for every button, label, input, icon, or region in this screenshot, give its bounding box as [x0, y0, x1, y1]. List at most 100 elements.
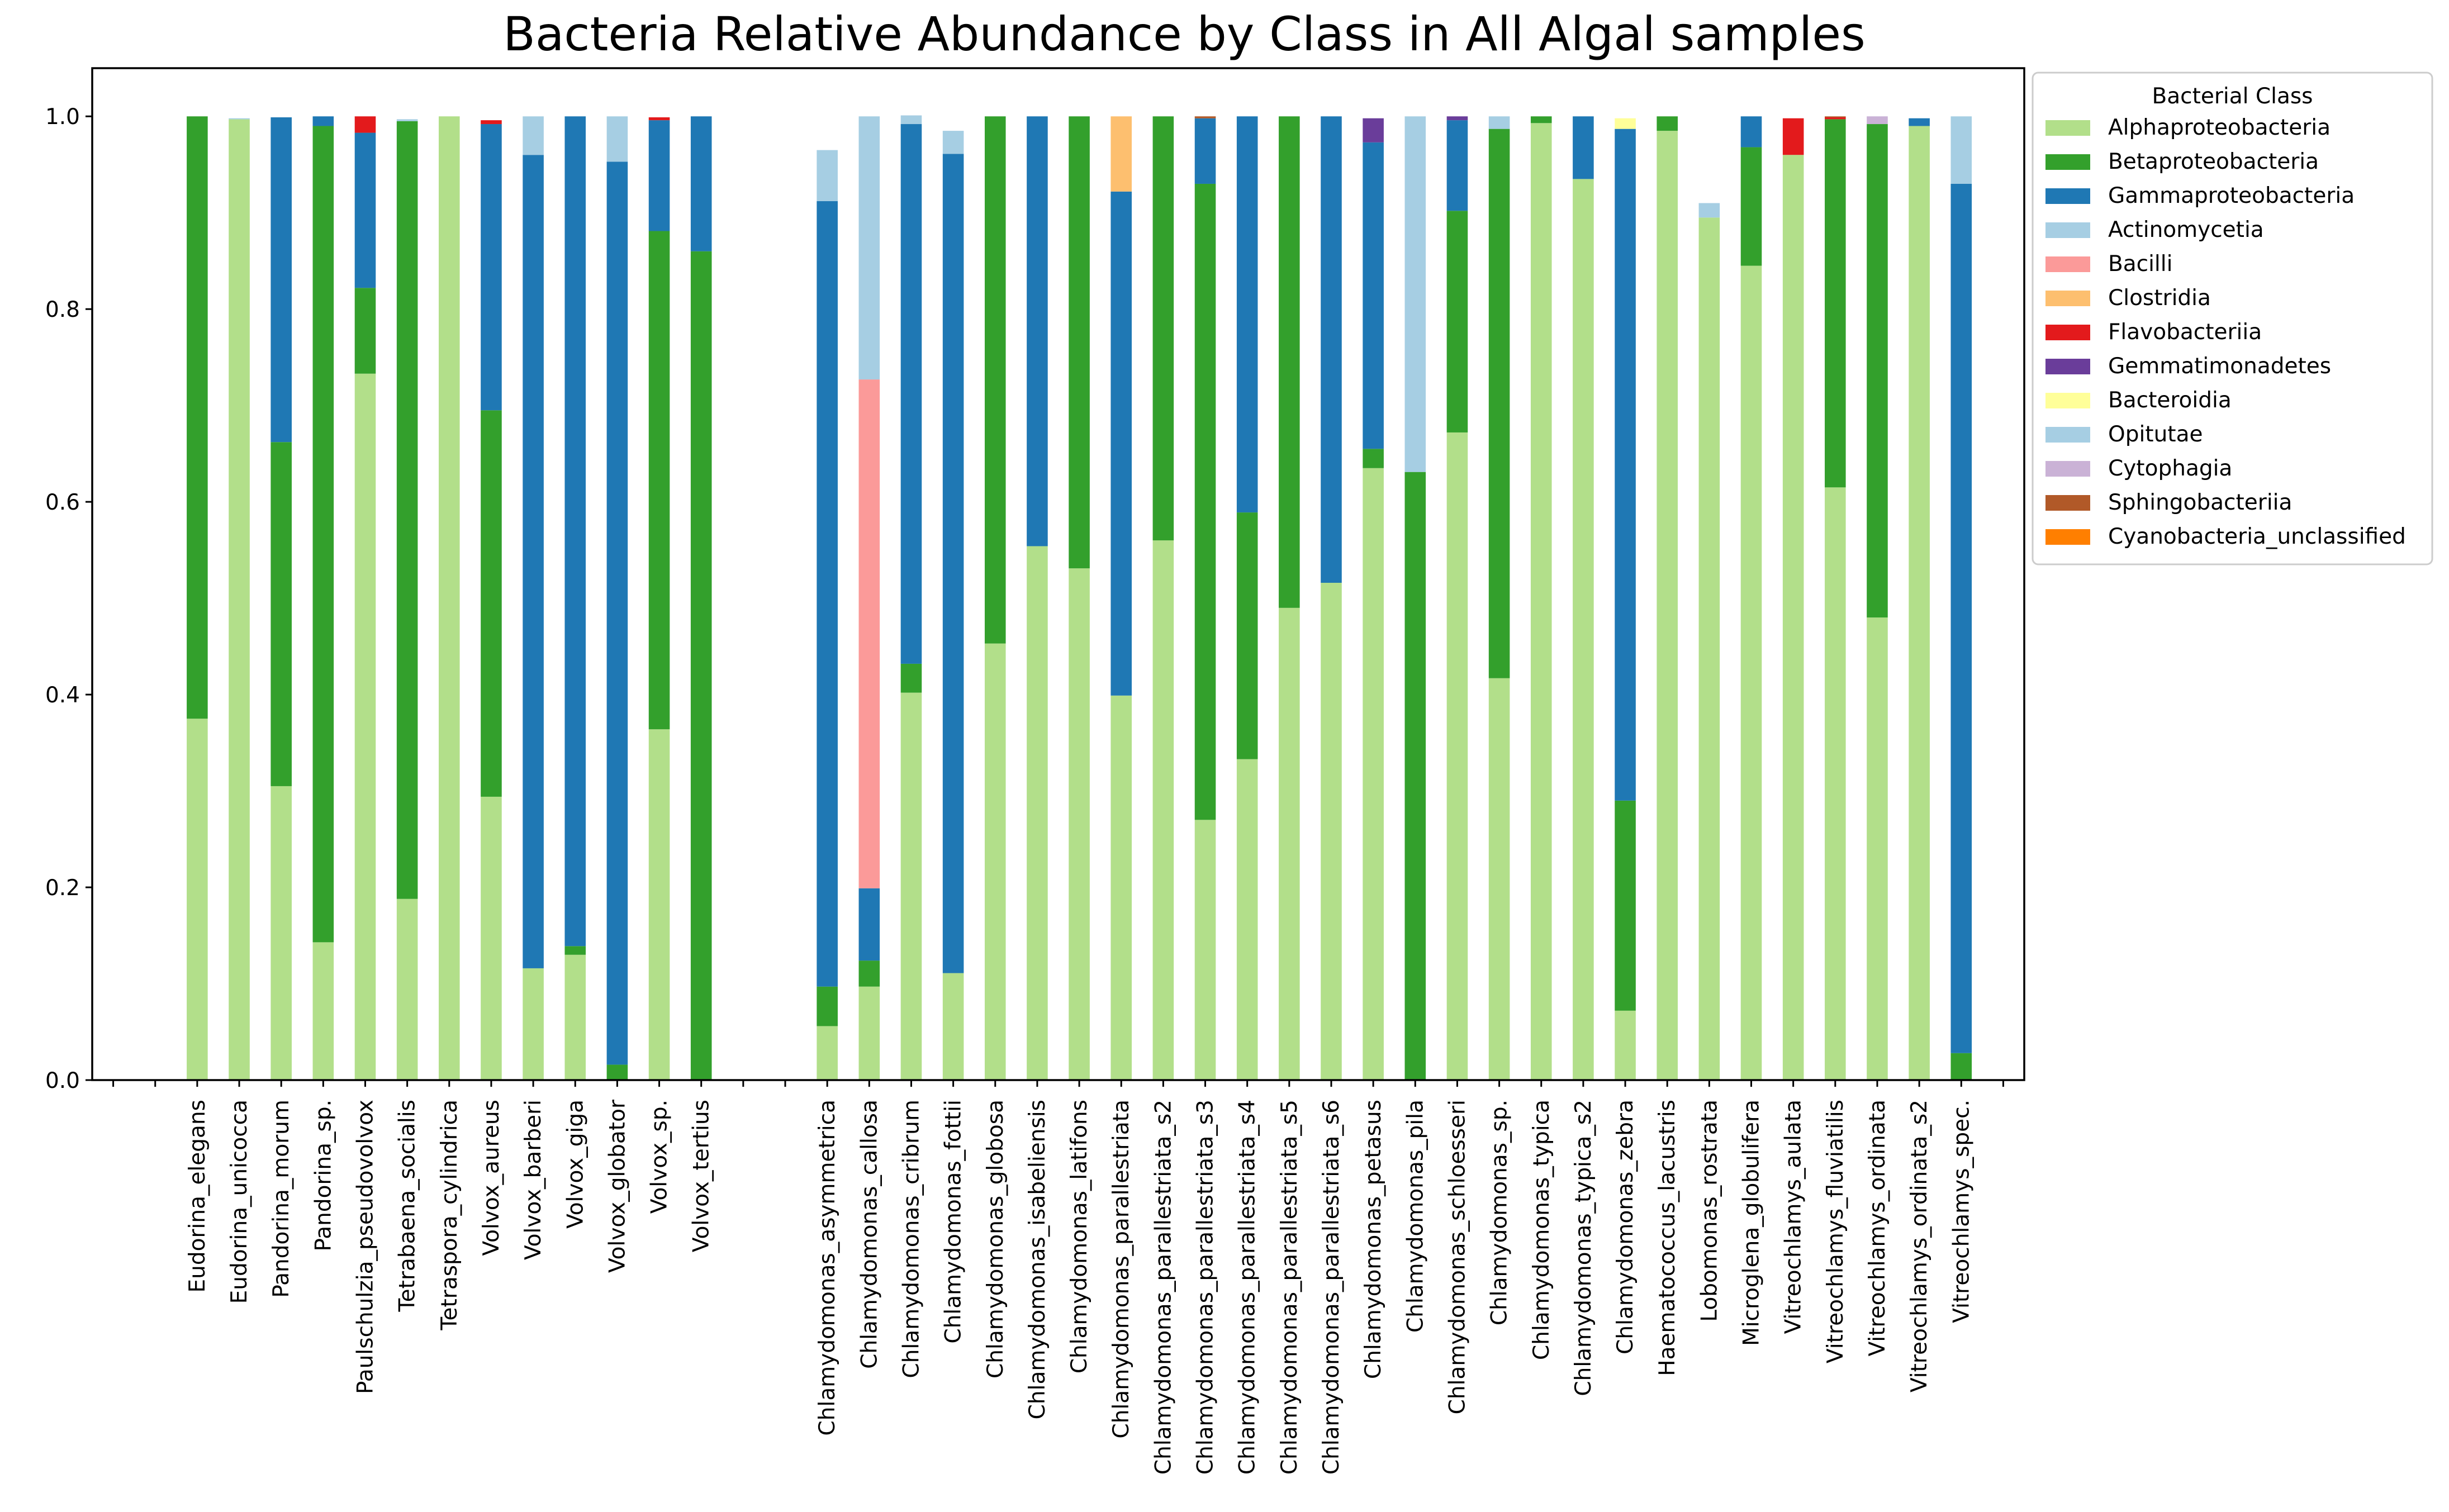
bar-stack	[1363, 118, 1384, 1080]
bar-stack	[1530, 116, 1552, 1080]
bar-stack	[648, 117, 670, 1080]
bar-segment	[817, 986, 838, 1026]
bar-segment	[1236, 512, 1258, 759]
bar-segment	[606, 1064, 628, 1080]
bar-segment	[1110, 695, 1132, 1080]
x-category-label: Chlamydomonas_petasus	[1361, 1100, 1386, 1379]
bar-segment	[858, 986, 880, 1080]
x-category-label: Vitreochlamys_ordinata_s2	[1907, 1100, 1932, 1392]
bar-segment	[1615, 800, 1636, 1011]
legend-entry-label: Actinomycetia	[2108, 217, 2264, 243]
legend-swatch	[2045, 188, 2090, 204]
legend-swatch	[2045, 120, 2090, 136]
bar-segment	[270, 786, 292, 1080]
bar-segment	[439, 116, 460, 1081]
x-category-label: Chlamydomonas_parallestriata_s2	[1151, 1100, 1176, 1475]
legend-swatch	[2045, 359, 2090, 374]
bar-segment	[1027, 116, 1048, 546]
bar-segment	[858, 961, 880, 987]
legend-entry-label: Sphingobacteriia	[2108, 490, 2292, 515]
bar-stack	[817, 150, 838, 1080]
legend-entry-label: Gammaproteobacteria	[2108, 183, 2355, 208]
x-category-label: Volvox_giga	[563, 1100, 588, 1229]
bar-segment	[1404, 116, 1426, 472]
bar-stack	[1657, 116, 1678, 1081]
bar-segment	[690, 116, 712, 251]
bar-segment	[1152, 116, 1174, 541]
bar-segment	[1740, 265, 1762, 1081]
bar-segment	[1909, 118, 1930, 126]
bar-stack	[1615, 118, 1636, 1080]
bar-stack	[396, 119, 418, 1080]
bar-segment	[1194, 118, 1216, 184]
bar-segment	[1530, 123, 1552, 1080]
bar-segment	[354, 132, 376, 288]
bar-segment	[1867, 617, 1888, 1080]
bar-segment	[648, 117, 670, 121]
legend: Bacterial Class Alphaproteobacteria Betap…	[2032, 72, 2433, 565]
bar-segment	[564, 116, 586, 947]
bar-segment	[312, 116, 334, 126]
legend-entry-label: Alphaproteobacteria	[2108, 115, 2331, 140]
bar-segment	[1573, 179, 1594, 1081]
bar-segment	[942, 973, 964, 1080]
x-category-label: Vitreochlamys_ordinata	[1865, 1100, 1890, 1356]
bar-stack	[1950, 116, 1972, 1080]
y-tick-label: 0.4	[45, 683, 80, 708]
bar-segment	[1446, 116, 1468, 121]
x-category-label: Chlamydomonas_latifons	[1067, 1100, 1092, 1373]
bar-segment	[481, 410, 502, 797]
legend-entry-label: Bacteroidia	[2108, 388, 2232, 413]
bar-segment	[1446, 211, 1468, 432]
bar-stack	[1236, 116, 1258, 1080]
legend-entry-label: Cytophagia	[2108, 456, 2232, 481]
legend-frame	[2032, 72, 2433, 565]
bar-segment	[648, 231, 670, 730]
y-tick-label: 0.2	[45, 876, 80, 901]
bar-stack	[523, 116, 544, 1080]
bar-segment	[1321, 583, 1342, 1080]
bar-segment	[1867, 116, 1888, 125]
bar-segment	[1782, 118, 1804, 155]
bar-segment	[1069, 568, 1090, 1080]
bar-segment	[1950, 1053, 1972, 1080]
bar-stack	[1740, 116, 1762, 1081]
bar-segment	[648, 120, 670, 231]
bar-segment	[690, 251, 712, 1081]
bar-stack	[229, 118, 250, 1080]
x-category-label: Tetraspora_cylindrica	[437, 1100, 462, 1331]
x-category-label: Eudorina_elegans	[185, 1100, 210, 1292]
bar-segment	[564, 946, 586, 955]
bar-segment	[1446, 120, 1468, 211]
bar-segment	[817, 201, 838, 987]
bar-stack	[690, 116, 712, 1081]
bar-stack	[1867, 116, 1888, 1080]
bar-stack	[1027, 116, 1048, 1080]
x-category-label: Vitreochlamys_spec.	[1949, 1100, 1974, 1323]
bar-segment	[312, 126, 334, 943]
bar-segment	[942, 131, 964, 154]
bar-segment	[1236, 116, 1258, 513]
bar-segment	[984, 116, 1006, 644]
x-category-label: Chlamydomonas_typica	[1529, 1100, 1554, 1360]
bar-segment	[523, 155, 544, 968]
bar-stack	[1110, 116, 1132, 1080]
legend-entry-label: Clostridia	[2108, 286, 2211, 311]
bar-stack	[606, 116, 628, 1080]
bar-segment	[1488, 116, 1510, 129]
legend-entry-label: Cyanobacteria_unclassified	[2108, 524, 2406, 549]
bar-segment	[606, 116, 628, 162]
plot-area-frame	[91, 67, 2025, 1081]
bar-segment	[270, 117, 292, 443]
bar-segment	[1698, 217, 1720, 1081]
bar-segment	[1404, 472, 1426, 1081]
legend-entry-label: Bacilli	[2108, 251, 2172, 277]
legend-swatch	[2045, 325, 2090, 340]
legend-swatch	[2045, 495, 2090, 511]
x-category-label: Chlamydomonas_zebra	[1613, 1100, 1638, 1354]
bar-segment	[1194, 820, 1216, 1080]
bar-segment	[396, 898, 418, 1080]
bar-segment	[564, 954, 586, 1080]
bar-segment	[1069, 116, 1090, 569]
bar-segment	[1110, 191, 1132, 696]
